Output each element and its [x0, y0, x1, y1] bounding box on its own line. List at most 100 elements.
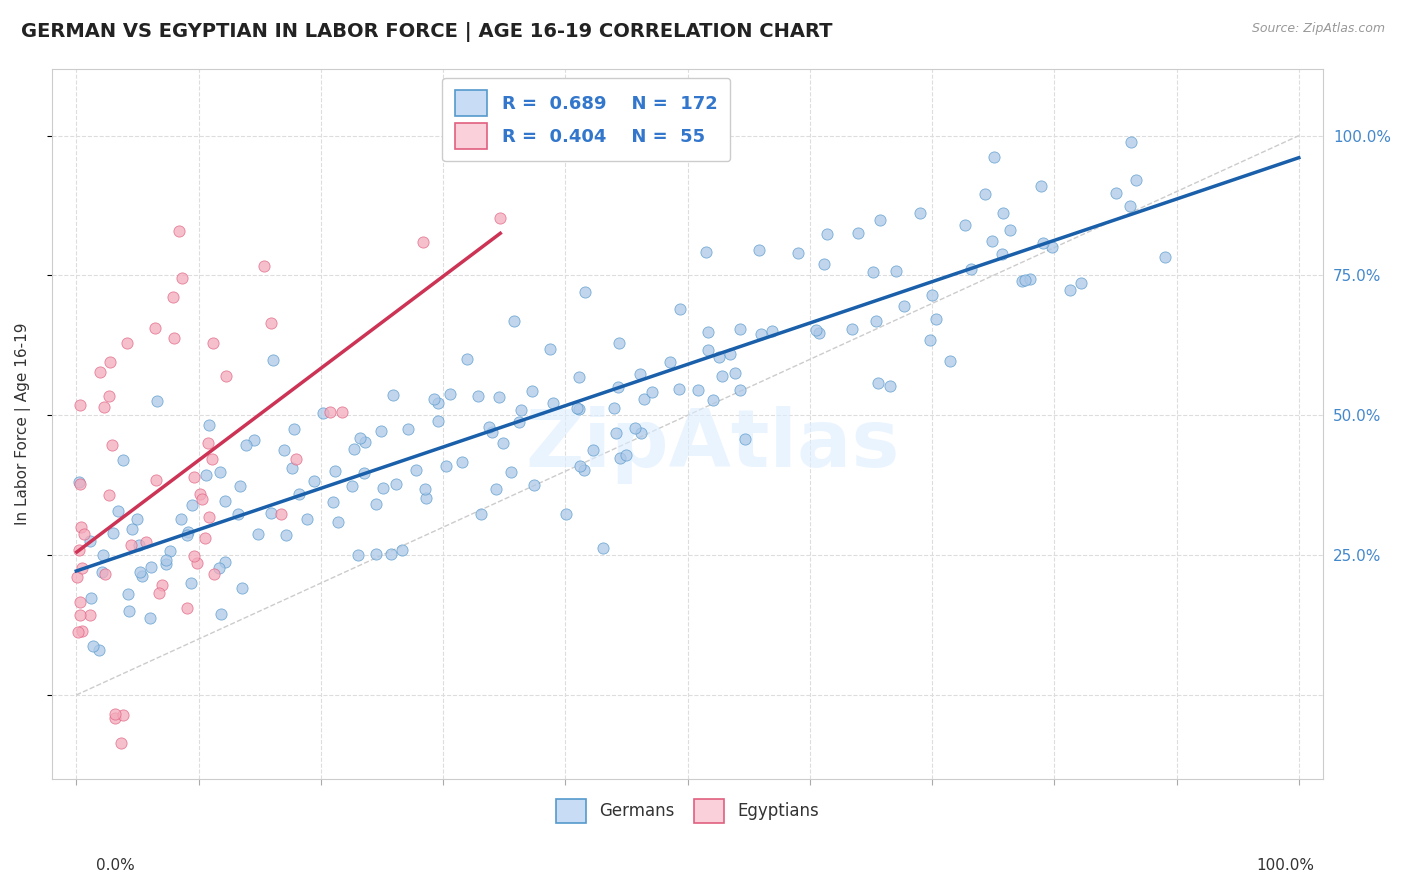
Point — [273, 443, 295, 458]
Point — [488, 390, 510, 404]
Point — [955, 219, 977, 233]
Point — [215, 369, 238, 384]
Point — [89, 365, 111, 379]
Point — [326, 515, 349, 529]
Point — [633, 392, 655, 406]
Point — [69, 595, 91, 609]
Point — [960, 262, 983, 277]
Point — [104, 706, 127, 721]
Point — [146, 394, 169, 409]
Point — [190, 492, 212, 507]
Point — [139, 611, 162, 625]
Point — [214, 494, 236, 508]
Point — [973, 187, 995, 202]
Point — [609, 450, 631, 465]
Point — [734, 433, 756, 447]
Point — [150, 578, 173, 592]
Point — [538, 342, 561, 356]
Point — [155, 553, 177, 567]
Point — [614, 448, 637, 462]
Point — [285, 452, 308, 467]
Point — [107, 504, 129, 518]
Point — [145, 473, 167, 487]
Point — [503, 314, 526, 328]
Point — [813, 257, 835, 271]
Point — [385, 477, 408, 491]
Point — [176, 601, 198, 615]
Point — [696, 343, 718, 358]
Point — [405, 463, 427, 477]
Point — [980, 234, 1002, 248]
Point — [1019, 272, 1042, 286]
Point — [707, 350, 730, 364]
Point — [208, 465, 231, 479]
Point — [159, 543, 181, 558]
Point — [541, 396, 564, 410]
Point — [510, 403, 533, 417]
Point — [380, 547, 402, 561]
Point — [69, 399, 91, 413]
Point — [260, 316, 283, 330]
Point — [167, 224, 190, 238]
Point — [427, 395, 450, 409]
Point — [426, 414, 449, 428]
Point — [66, 624, 89, 639]
Point — [489, 211, 512, 225]
Point — [1125, 173, 1147, 187]
Point — [582, 443, 605, 458]
Point — [862, 264, 884, 278]
Point — [605, 425, 627, 440]
Point — [70, 624, 93, 638]
Point — [1119, 135, 1142, 149]
Point — [366, 497, 388, 511]
Point — [67, 475, 90, 490]
Point — [69, 476, 91, 491]
Point — [247, 527, 270, 541]
Point — [181, 498, 204, 512]
Point — [710, 368, 733, 383]
Point — [373, 481, 395, 495]
Point — [312, 406, 335, 420]
Point — [155, 558, 177, 572]
Point — [879, 379, 901, 393]
Point — [229, 479, 252, 493]
Point — [1011, 273, 1033, 287]
Point — [841, 322, 863, 336]
Point — [127, 512, 149, 526]
Point — [323, 465, 346, 479]
Y-axis label: In Labor Force | Age 16-19: In Labor Force | Age 16-19 — [15, 323, 31, 525]
Point — [112, 708, 135, 723]
Point — [567, 401, 589, 416]
Point — [128, 538, 150, 552]
Point — [884, 264, 907, 278]
Point — [391, 542, 413, 557]
Point — [66, 570, 89, 584]
Text: ZipAtlas: ZipAtlas — [526, 406, 900, 484]
Point — [921, 288, 943, 302]
Point — [131, 569, 153, 583]
Text: 0.0%: 0.0% — [96, 858, 135, 873]
Point — [939, 353, 962, 368]
Point — [177, 524, 200, 539]
Point — [231, 581, 253, 595]
Point — [413, 482, 436, 496]
Point — [226, 507, 249, 521]
Point — [868, 376, 890, 390]
Point — [274, 527, 297, 541]
Point — [423, 392, 446, 406]
Point — [492, 435, 515, 450]
Point — [349, 431, 371, 445]
Point — [354, 434, 377, 449]
Point — [100, 438, 122, 452]
Point — [485, 482, 508, 496]
Point — [520, 384, 543, 399]
Point — [93, 400, 115, 414]
Point — [624, 421, 647, 435]
Point — [439, 386, 461, 401]
Point — [574, 285, 596, 300]
Point — [347, 548, 370, 562]
Point — [121, 522, 143, 536]
Point — [523, 478, 546, 492]
Point — [214, 555, 236, 569]
Point — [456, 352, 478, 367]
